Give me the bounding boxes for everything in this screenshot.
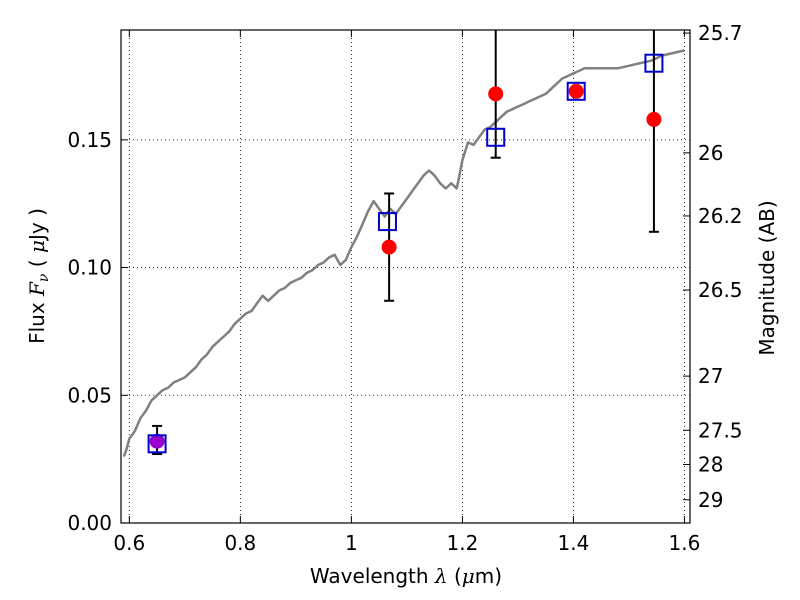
observed-point — [381, 239, 397, 255]
tick-layer — [121, 30, 690, 524]
model-layer — [122, 49, 685, 458]
y-axis-title: Flux Fν ( μJy ) — [25, 208, 52, 344]
grid-layer — [121, 30, 690, 523]
y-tick-label: 0.00 — [67, 511, 112, 535]
x-tick-label: 1.4 — [558, 531, 590, 555]
y2-tick-label: 26.2 — [698, 204, 743, 228]
y2-tick-label: 27 — [698, 364, 723, 388]
observed-point — [646, 111, 662, 127]
x-tick-label: 1.6 — [669, 531, 701, 555]
observed-point — [568, 83, 584, 99]
y2-tick-label: 26 — [698, 141, 723, 165]
y2-axis-title: Magnitude (AB) — [755, 200, 779, 355]
model-photometry-layer — [147, 53, 664, 454]
x-tick-label: 0.6 — [113, 531, 145, 555]
x-tick-label: 0.8 — [224, 531, 256, 555]
y2-tick-label: 25.7 — [698, 21, 743, 45]
y2-tick-label: 27.5 — [698, 418, 743, 442]
x-axis-title: Wavelength λ (μm) — [310, 564, 502, 588]
model-photometry-square — [644, 53, 664, 73]
observed-point — [149, 433, 165, 449]
y2-tick-label: 26.5 — [698, 278, 743, 302]
y-tick-label: 0.15 — [67, 128, 112, 152]
y-tick-label: 0.10 — [67, 256, 112, 280]
model-photometry-square — [377, 212, 397, 232]
model-photometry-square — [566, 81, 586, 101]
x-tick-label: 1 — [345, 531, 358, 555]
model-photometry-square — [147, 434, 167, 454]
model-sed-line — [122, 49, 685, 458]
plot-frame — [120, 29, 691, 524]
label-layer: 0.6 0.8 1 1.2 1.4 1.6 0.00 0.05 0.10 0.15 25.7 26 26… — [67, 21, 742, 555]
model-photometry-square — [486, 127, 506, 147]
observed-layer — [149, 83, 662, 449]
observed-point — [488, 86, 504, 102]
y-tick-label: 0.05 — [67, 383, 112, 407]
y2-tick-label: 29 — [698, 488, 723, 512]
x-tick-label: 1.2 — [446, 531, 478, 555]
y2-tick-label: 28 — [698, 453, 723, 477]
